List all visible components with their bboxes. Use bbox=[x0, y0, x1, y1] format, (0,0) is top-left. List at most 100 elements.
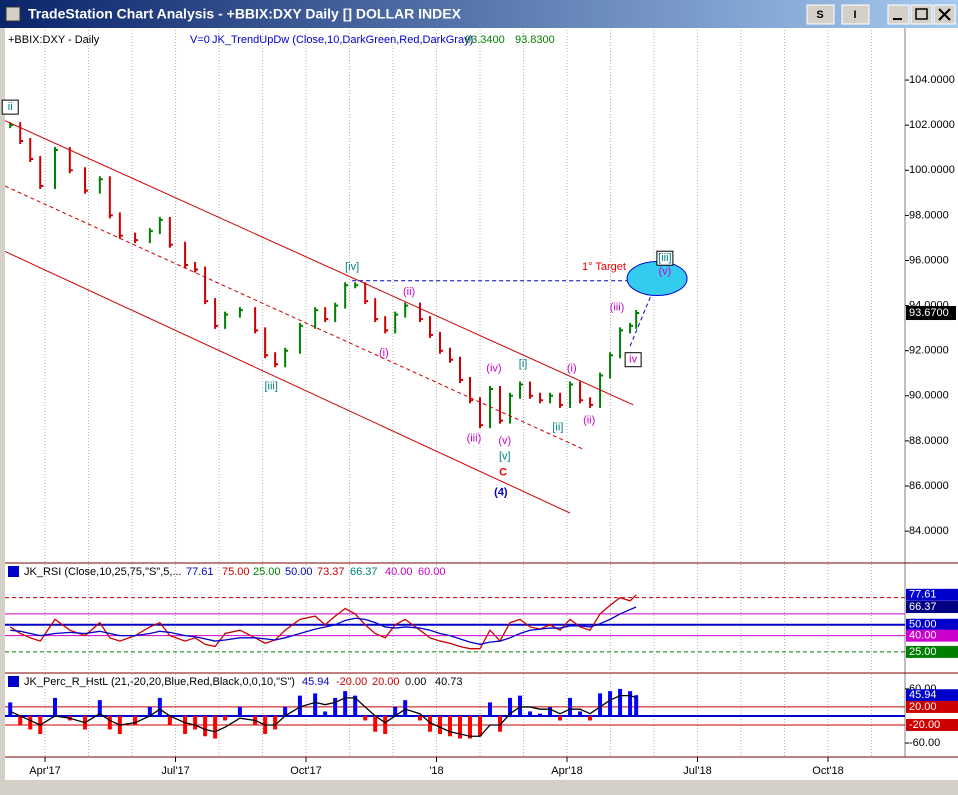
y-tick-label: 100.0000 bbox=[909, 164, 955, 176]
title-bar bbox=[0, 0, 958, 28]
histogram-bar bbox=[97, 700, 102, 716]
price-bar bbox=[394, 311, 399, 334]
histogram-bar bbox=[598, 693, 603, 716]
axis-label: 25.00 bbox=[909, 646, 937, 658]
wave-label: (ii) bbox=[403, 286, 415, 298]
histogram-bar bbox=[478, 715, 483, 737]
wave-box bbox=[624, 352, 642, 368]
histogram-bar bbox=[608, 691, 613, 716]
price-bar bbox=[298, 322, 303, 354]
price-bar bbox=[238, 307, 243, 318]
price-bar bbox=[334, 302, 339, 323]
histogram-bar bbox=[403, 700, 408, 716]
histogram-bar bbox=[237, 706, 242, 716]
pane-title: JK_Perc_R_HstL (21,-20,20,Blue,Red,Black… bbox=[24, 676, 295, 688]
price-bar bbox=[559, 392, 564, 408]
price-bar bbox=[314, 307, 319, 329]
price-bar bbox=[589, 397, 594, 408]
price-bar bbox=[374, 298, 379, 323]
histogram-bar bbox=[558, 715, 563, 721]
histogram-bar bbox=[133, 715, 138, 725]
i-button[interactable] bbox=[841, 4, 870, 25]
readout: 50.00 bbox=[285, 566, 313, 578]
price-bar bbox=[254, 307, 259, 334]
price-bar bbox=[428, 316, 433, 338]
histogram-bar bbox=[518, 695, 523, 716]
readout: 75.00 bbox=[222, 566, 250, 578]
readout: 60.00 bbox=[418, 566, 446, 578]
window-title: TradeStation Chart Analysis - +BBIX:DXY … bbox=[28, 6, 462, 22]
price-bar bbox=[569, 381, 574, 408]
histogram-bar bbox=[578, 711, 583, 716]
axis-label-box bbox=[906, 588, 958, 601]
histogram-bar bbox=[203, 715, 208, 737]
histogram-bar bbox=[488, 702, 493, 716]
last-price-label: 93.6700 bbox=[909, 307, 949, 319]
i-button-label[interactable]: I bbox=[853, 9, 856, 21]
trendline bbox=[4, 120, 634, 406]
x-tick-label: Apr'17 bbox=[29, 765, 60, 777]
price-bar bbox=[168, 216, 173, 248]
price-bar bbox=[108, 176, 113, 219]
readout: V=0 bbox=[190, 34, 210, 46]
histogram-bar bbox=[28, 715, 33, 730]
maximize-button[interactable] bbox=[910, 4, 933, 25]
wave-label: [iii] bbox=[264, 381, 277, 393]
price-bar bbox=[214, 298, 219, 329]
wave-label: iv bbox=[629, 354, 637, 366]
histogram-bar bbox=[273, 715, 278, 730]
axis-label-box bbox=[906, 618, 958, 631]
wave-label: (i) bbox=[567, 363, 577, 375]
readout: 93.8300 bbox=[515, 34, 555, 46]
histogram-bar bbox=[498, 715, 503, 732]
price-bar bbox=[194, 261, 199, 273]
axis-label-box bbox=[906, 700, 958, 713]
indicator-icon bbox=[8, 566, 19, 577]
wave-box bbox=[1, 99, 19, 115]
price-bar bbox=[469, 377, 474, 404]
wave-label: (i) bbox=[379, 347, 389, 359]
indicator-icon bbox=[8, 676, 19, 687]
price-bar bbox=[134, 232, 139, 244]
price-bar bbox=[344, 282, 349, 309]
axis-label: 20.00 bbox=[909, 701, 937, 713]
s-button[interactable] bbox=[806, 4, 835, 25]
minimize-button[interactable] bbox=[887, 4, 910, 25]
wave-label: (4) bbox=[494, 487, 508, 499]
histogram-bar bbox=[53, 697, 58, 716]
price-bar bbox=[39, 155, 44, 190]
histogram-bar bbox=[458, 715, 463, 739]
axis-label-box bbox=[906, 629, 958, 642]
wave-label: (iii) bbox=[610, 302, 625, 314]
axis-label-box bbox=[906, 718, 958, 731]
price-bar bbox=[499, 386, 504, 424]
x-tick-label: '18 bbox=[429, 765, 443, 777]
y-tick-label: 86.0000 bbox=[909, 480, 949, 492]
histogram-bar bbox=[18, 715, 23, 725]
histogram-bar bbox=[147, 706, 152, 716]
histogram-bar bbox=[548, 706, 553, 716]
histogram-bar bbox=[213, 715, 218, 739]
price-bar bbox=[224, 311, 229, 329]
readout: 25.00 bbox=[253, 566, 281, 578]
x-tick-label: Jul'18 bbox=[683, 765, 711, 777]
histogram-bar bbox=[353, 695, 358, 716]
y-tick-label: 92.0000 bbox=[909, 345, 949, 357]
wave-label: (ii) bbox=[583, 415, 595, 427]
price-bar bbox=[404, 302, 409, 318]
price-bar bbox=[29, 137, 34, 162]
wave-label: [i] bbox=[519, 358, 528, 370]
indicator-line bbox=[9, 594, 637, 650]
wave-label: [iv] bbox=[345, 261, 359, 273]
price-bar bbox=[609, 352, 614, 379]
axis-label: 45.94 bbox=[909, 689, 937, 701]
histogram-bar bbox=[568, 697, 573, 716]
histogram-bar bbox=[297, 695, 302, 716]
s-button-label[interactable]: S bbox=[816, 9, 823, 21]
price-bar bbox=[264, 327, 269, 359]
y-tick-label: 102.0000 bbox=[909, 119, 955, 131]
readout: 45.94 bbox=[302, 676, 330, 688]
trendline bbox=[4, 185, 586, 451]
price-bar bbox=[519, 381, 524, 399]
